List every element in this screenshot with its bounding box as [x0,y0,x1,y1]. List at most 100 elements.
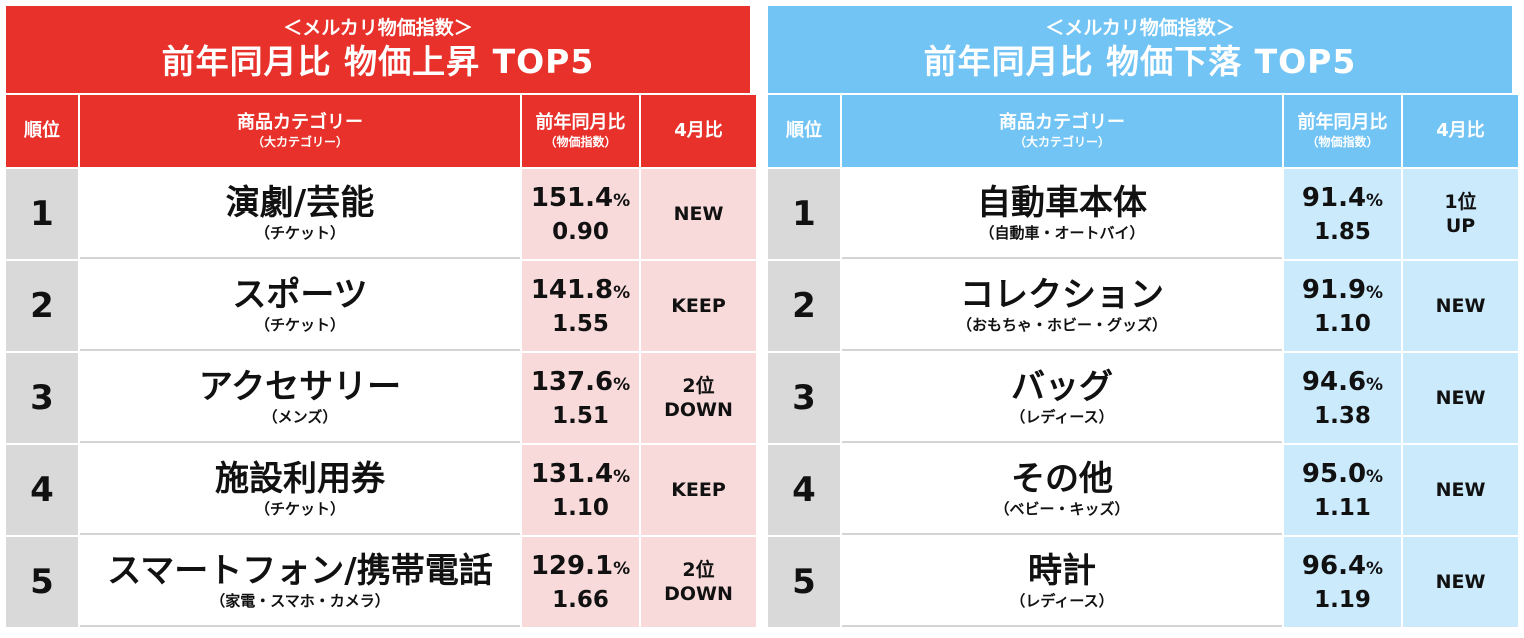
category-cell: スマートフォン/携帯電話 （家電・スマホ・カメラ） [80,537,520,627]
category-group: （メンズ） [262,408,338,426]
rank-change-cell: KEEP [641,261,756,351]
rank-change-cell: NEW [1403,353,1518,443]
category-cell: 時計 （レディース） [842,537,1282,627]
category-name: その他 [1011,459,1113,499]
yoy-percent: 137.6% [530,366,631,397]
rank-cell: 5 [768,537,840,627]
yoy-percent: 151.4% [530,182,631,213]
price-index: 1.10 [1314,310,1371,337]
rank-change-cell: 1位 UP [1403,169,1518,259]
rank-change-label: NEW [673,203,724,225]
rank-cell: 1 [768,169,840,259]
ranking-rows: 1 演劇/芸能 （チケット） 151.4% 0.90 NEW 2 スポーツ （チケット） 141.… [6,167,756,627]
rank-change-direction: DOWN [664,399,733,421]
header-change: 4月比 [641,95,756,167]
rank-cell: 4 [6,445,78,535]
yoy-cell: 94.6% 1.38 [1284,353,1401,443]
yoy-percent: 91.9% [1301,274,1384,305]
yoy-cell: 96.4% 1.19 [1284,537,1401,627]
category-group: （レディース） [1010,408,1114,426]
rank-change-label: 1位 [1444,191,1477,213]
yoy-percent: 91.4% [1301,182,1384,213]
category-name: コレクション [960,275,1164,315]
category-name: スポーツ [232,275,368,315]
category-cell: 演劇/芸能 （チケット） [80,169,520,259]
yoy-cell: 129.1% 1.66 [522,537,639,627]
rank-change-direction: DOWN [664,583,733,605]
rank-cell: 2 [6,261,78,351]
panel-header: ＜メルカリ物価指数＞ 前年同月比 物価上昇 TOP5 [6,6,750,93]
panel-subtitle: ＜メルカリ物価指数＞ [283,16,473,39]
price-index: 1.66 [552,586,609,613]
ranking-table: 順位 商品カテゴリー （大カテゴリー） 前年同月比 （物価指数） 4月比 [6,93,756,167]
yoy-cell: 151.4% 0.90 [522,169,639,259]
yoy-percent: 129.1% [530,550,631,581]
rank-change-cell: KEEP [641,445,756,535]
category-name: バッグ [1011,367,1113,407]
header-category: 商品カテゴリー （大カテゴリー） [80,95,520,167]
category-cell: 施設利用券 （チケット） [80,445,520,535]
ranking-rows: 1 自動車本体 （自動車・オートバイ） 91.4% 1.85 1位 UP 2 コレクション （おも… [768,167,1518,627]
rank-change-cell: 2位 DOWN [641,353,756,443]
yoy-cell: 137.6% 1.51 [522,353,639,443]
price-increase-panel: ＜メルカリ物価指数＞ 前年同月比 物価上昇 TOP5 順位 商品カテゴリー （大カ… [6,6,756,627]
rank-cell: 3 [768,353,840,443]
price-index: 1.55 [552,310,609,337]
category-group: （自動車・オートバイ） [979,224,1145,242]
yoy-cell: 141.8% 1.55 [522,261,639,351]
rank-change-label: NEW [1435,479,1486,501]
header-category: 商品カテゴリー （大カテゴリー） [842,95,1282,167]
price-index: 0.90 [552,218,609,245]
category-name: 施設利用券 [215,459,385,499]
panel-header: ＜メルカリ物価指数＞ 前年同月比 物価下落 TOP5 [768,6,1512,93]
header-change: 4月比 [1403,95,1518,167]
category-group: （家電・スマホ・カメラ） [210,592,390,610]
category-group: （チケット） [254,500,345,518]
price-index: 1.38 [1314,402,1371,429]
panel-title: 前年同月比 物価上昇 TOP5 [161,41,595,81]
rank-cell: 1 [6,169,78,259]
rank-change-cell: NEW [1403,261,1518,351]
yoy-cell: 131.4% 1.10 [522,445,639,535]
category-cell: その他 （ベビー・キッズ） [842,445,1282,535]
category-group: （チケット） [254,316,345,334]
category-name: スマートフォン/携帯電話 [107,551,493,591]
category-group: （チケット） [254,224,345,242]
rank-change-cell: NEW [1403,445,1518,535]
rank-cell: 2 [768,261,840,351]
category-cell: スポーツ （チケット） [80,261,520,351]
category-cell: コレクション （おもちゃ・ホビー・グッズ） [842,261,1282,351]
category-cell: 自動車本体 （自動車・オートバイ） [842,169,1282,259]
rank-change-label: 2位 [682,375,715,397]
category-name: 自動車本体 [977,183,1147,223]
price-index: 1.19 [1314,586,1371,613]
panel-subtitle: ＜メルカリ物価指数＞ [1045,16,1235,39]
yoy-percent: 96.4% [1301,550,1384,581]
category-name: 演劇/芸能 [225,183,375,223]
rank-change-label: KEEP [671,479,726,501]
rank-cell: 3 [6,353,78,443]
yoy-cell: 91.9% 1.10 [1284,261,1401,351]
rank-change-label: NEW [1435,571,1486,593]
rank-cell: 5 [6,537,78,627]
category-cell: バッグ （レディース） [842,353,1282,443]
category-group: （レディース） [1010,592,1114,610]
rank-change-label: NEW [1435,387,1486,409]
rank-change-label: NEW [1435,295,1486,317]
price-index: 1.85 [1314,218,1371,245]
category-name: アクセサリー [198,367,402,407]
yoy-percent: 94.6% [1301,366,1384,397]
rank-cell: 4 [768,445,840,535]
panel-title: 前年同月比 物価下落 TOP5 [923,41,1357,81]
yoy-percent: 95.0% [1301,458,1384,489]
category-group: （おもちゃ・ホビー・グッズ） [956,316,1167,334]
header-rank: 順位 [768,95,840,167]
price-decrease-panel: ＜メルカリ物価指数＞ 前年同月比 物価下落 TOP5 順位 商品カテゴリー （大カ… [768,6,1518,627]
ranking-table: 順位 商品カテゴリー （大カテゴリー） 前年同月比 （物価指数） 4月比 [768,93,1518,167]
header-yoy: 前年同月比 （物価指数） [1284,95,1401,167]
category-name: 時計 [1028,551,1096,591]
rank-change-cell: NEW [641,169,756,259]
yoy-percent: 141.8% [530,274,631,305]
price-index: 1.51 [552,402,609,429]
rank-change-cell: 2位 DOWN [641,537,756,627]
